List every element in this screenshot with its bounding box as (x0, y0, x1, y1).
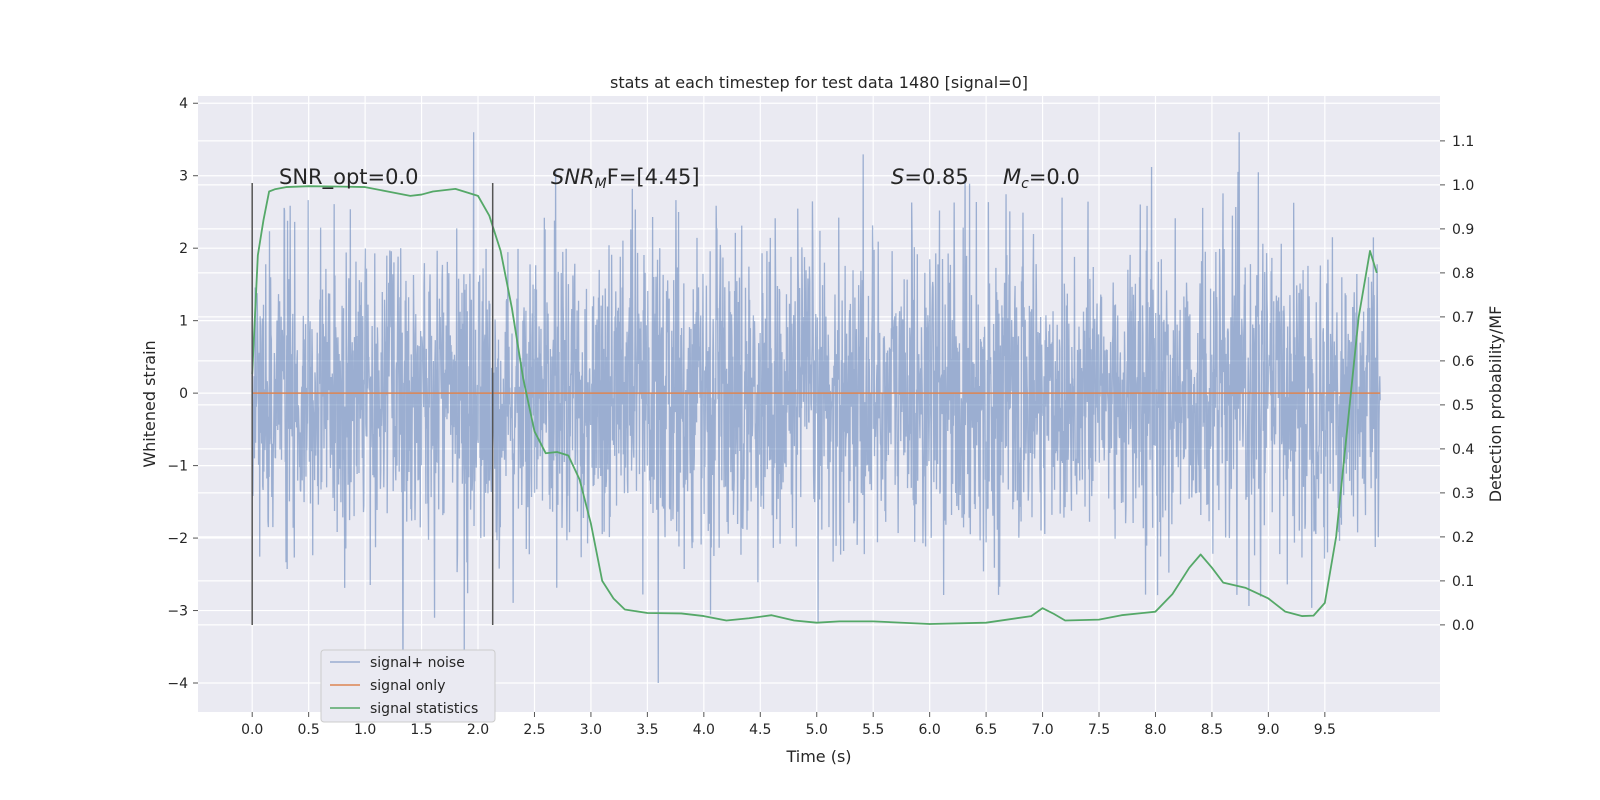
x-tick-label: 8.5 (1201, 722, 1223, 738)
y2-tick-label: 0.2 (1452, 530, 1474, 546)
x-tick-label: 8.0 (1144, 722, 1166, 738)
x-tick-label: 7.0 (1031, 722, 1053, 738)
legend-label-signal: signal only (370, 678, 445, 694)
x-tick-label: 5.5 (862, 722, 884, 738)
series-signal-plus-noise (251, 132, 1381, 684)
x-tick-label: 9.0 (1257, 722, 1279, 738)
x-tick-label: 1.0 (354, 722, 376, 738)
y-tick-label: −1 (167, 459, 188, 475)
mc-value: =0.0 (1029, 165, 1080, 189)
snr-mf-prefix: SNR (551, 165, 595, 189)
y2-tick-label: 0.7 (1452, 310, 1474, 326)
x-tick-label: 2.5 (523, 722, 545, 738)
mc-sub: c (1021, 176, 1029, 192)
y-tick-label: 2 (179, 241, 188, 257)
y-tick-label: 0 (179, 386, 188, 402)
y-tick-labels: 4 3 2 1 0 −1 −2 −3 −4 (167, 96, 198, 692)
vertical-markers (251, 182, 494, 626)
legend: signal+ noise signal only signal statist… (320, 649, 496, 723)
y2-tick-label: 0.9 (1452, 222, 1474, 238)
noise-trace (251, 132, 1381, 684)
x-tick-label: 3.0 (580, 722, 602, 738)
y2-axis-label: Detection probability/MF (1486, 306, 1505, 503)
y-tick-label: −2 (167, 531, 188, 547)
s-value: =0.85 (904, 165, 968, 189)
y2-tick-label: 1.0 (1452, 178, 1474, 194)
y2-tick-label: 0.6 (1452, 354, 1474, 370)
x-tick-label: 9.5 (1314, 722, 1336, 738)
legend-box (320, 649, 496, 723)
chart-title: stats at each timestep for test data 148… (610, 73, 1028, 92)
series-lines (251, 185, 1381, 625)
y2-tick-label: 0.0 (1452, 618, 1474, 634)
mc-symbol: M (1003, 165, 1021, 189)
x-tick-label: 6.0 (919, 722, 941, 738)
y2-tick-label: 0.8 (1452, 266, 1474, 282)
x-tick-label: 5.0 (806, 722, 828, 738)
annotation-snr-mf: SNRMF=[4.45] (551, 165, 700, 192)
legend-label-noise: signal+ noise (370, 655, 465, 671)
x-tick-label: 0.5 (298, 722, 320, 738)
x-tick-label: 4.0 (693, 722, 715, 738)
y-tick-label: −4 (167, 676, 188, 692)
snr-mf-sub: M (595, 176, 607, 192)
x-axis-label: Time (s) (785, 747, 851, 766)
legend-label-statistics: signal statistics (370, 701, 478, 717)
y-tick-label: 3 (179, 169, 188, 185)
annotation-s: S=0.85 (891, 165, 969, 189)
s-symbol: S (891, 165, 904, 189)
series-signal-statistics (251, 185, 1378, 625)
y2-tick-label: 0.5 (1452, 398, 1474, 414)
x-tick-label: 0.0 (241, 722, 263, 738)
x-tick-label: 6.5 (975, 722, 997, 738)
x-tick-label: 4.5 (749, 722, 771, 738)
x-tick-label: 7.5 (1088, 722, 1110, 738)
x-tick-label: 3.5 (636, 722, 658, 738)
y2-tick-label: 0.3 (1452, 486, 1474, 502)
y-tick-label: −3 (167, 604, 188, 620)
snr-mf-suffix: F=[4.45] (607, 165, 700, 189)
annotation-snr-opt: SNR_opt=0.0 (279, 165, 419, 190)
y-tick-label: 4 (179, 96, 188, 112)
x-tick-label: 2.0 (467, 722, 489, 738)
y2-tick-label: 0.1 (1452, 574, 1474, 590)
y-tick-label: 1 (179, 314, 188, 330)
annotation-mc: Mc=0.0 (1003, 165, 1080, 192)
x-tick-labels: 0.0 0.5 1.0 1.5 2.0 2.5 3.0 3.5 4.0 4.5 5.0 5.5 6.0 6… (241, 712, 1336, 738)
y2-tick-label: 1.1 (1452, 134, 1474, 150)
x-tick-label: 1.5 (410, 722, 432, 738)
y2-tick-labels: 1.1 1.0 0.9 0.8 0.7 0.6 0.5 0.4 0.3 0.2 0.1 0.0 (1440, 134, 1474, 634)
y-axis-label: Whitened strain (140, 340, 159, 467)
y2-tick-label: 0.4 (1452, 442, 1474, 458)
